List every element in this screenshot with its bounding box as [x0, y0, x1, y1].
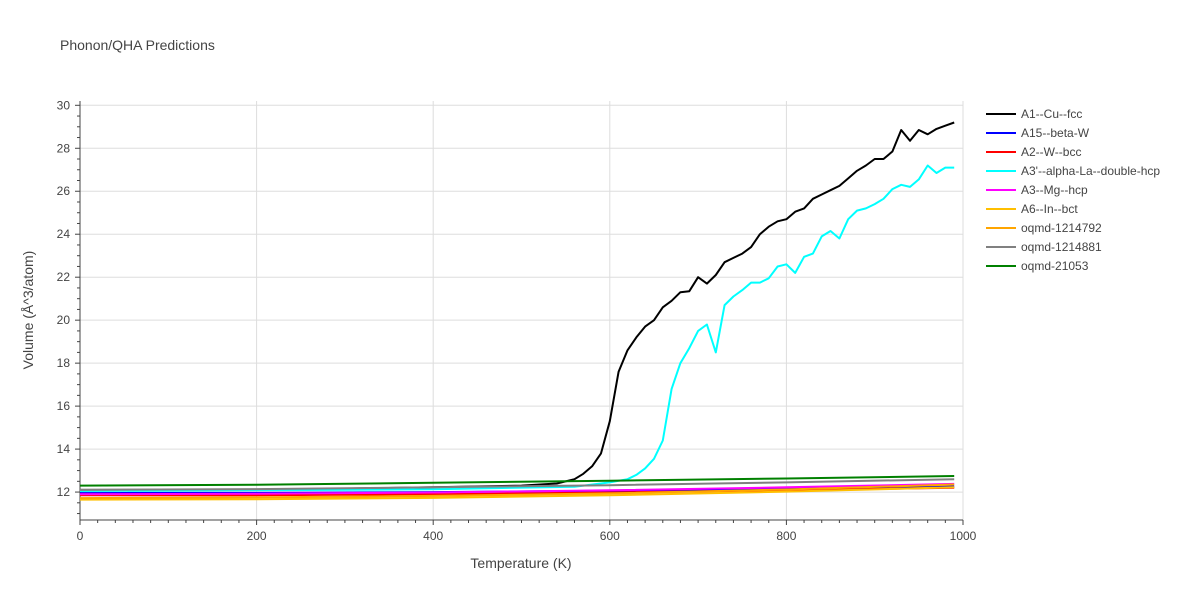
x-axis-title: Temperature (K): [470, 555, 571, 571]
y-tick-label: 20: [57, 313, 71, 327]
y-tick-label: 14: [57, 442, 71, 456]
series-line-8: [79, 478, 955, 491]
series-line-4: [79, 164, 955, 492]
legend-label: A3'--alpha-La--double-hcp: [1021, 164, 1160, 178]
legend-label: oqmd-1214792: [1021, 221, 1102, 235]
x-tick-label: 0: [77, 529, 84, 543]
series-line-5: [79, 482, 955, 496]
legend-label: oqmd-1214881: [1021, 240, 1102, 254]
legend-item[interactable]: A3--Mg--hcp: [986, 183, 1088, 197]
legend-label: A2--W--bcc: [1021, 145, 1081, 159]
x-tick-label: 1000: [950, 529, 977, 543]
legend-item[interactable]: A2--W--bcc: [986, 145, 1081, 159]
legend-item[interactable]: A1--Cu--fcc: [986, 107, 1082, 121]
legend-item[interactable]: oqmd-21053: [986, 259, 1089, 273]
legend-label: A6--In--bct: [1021, 202, 1078, 216]
series-line-7: [79, 483, 955, 500]
x-tick-label: 800: [776, 529, 796, 543]
y-tick-label: 18: [57, 356, 71, 370]
legend[interactable]: A1--Cu--fcc A15--beta-W A2--W--bcc A3'--alp…: [986, 107, 1160, 273]
y-tick-label: 12: [57, 485, 71, 499]
legend-item[interactable]: A3'--alpha-La--double-hcp: [986, 164, 1160, 178]
legend-label: oqmd-21053: [1021, 259, 1089, 273]
y-tick-label: 30: [57, 98, 71, 112]
x-tick-label: 200: [247, 529, 267, 543]
chart-title: Phonon/QHA Predictions: [60, 37, 215, 53]
legend-item[interactable]: oqmd-1214881: [986, 240, 1102, 254]
y-axis-title: Volume (Å^3/atom): [20, 251, 36, 370]
axes: 0 200 400 600 800 1000 12 14 16 18 20 22 24 26 28 30: [57, 98, 977, 543]
series-line-1: [80, 121, 955, 491]
legend-label: A15--beta-W: [1021, 126, 1090, 140]
x-tick-label: 600: [600, 529, 620, 543]
grid: [80, 101, 964, 520]
legend-label: A1--Cu--fcc: [1021, 107, 1082, 121]
series-group: [79, 121, 955, 501]
series-line-6: [79, 486, 955, 501]
x-tick-label: 400: [423, 529, 443, 543]
y-tick-label: 26: [57, 184, 71, 198]
legend-item[interactable]: A15--beta-W: [986, 126, 1090, 140]
y-tick-label: 28: [57, 141, 71, 155]
y-tick-label: 24: [57, 227, 71, 241]
series-line-9: [79, 475, 955, 487]
legend-label: A3--Mg--hcp: [1021, 183, 1088, 197]
y-tick-label: 16: [57, 399, 71, 413]
legend-item[interactable]: A6--In--bct: [986, 202, 1078, 216]
y-tick-label: 22: [57, 270, 71, 284]
legend-item[interactable]: oqmd-1214792: [986, 221, 1102, 235]
